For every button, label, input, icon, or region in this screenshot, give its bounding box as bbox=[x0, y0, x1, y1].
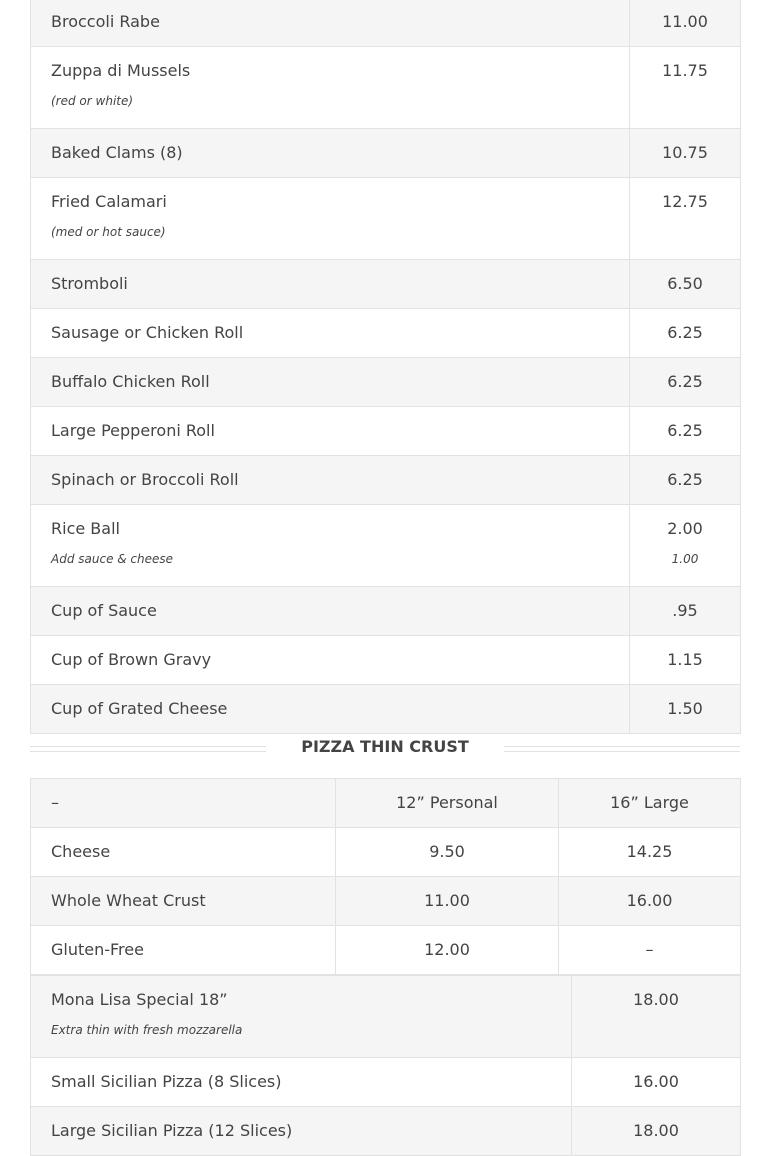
item-name: Cup of Brown Gravy bbox=[30, 635, 630, 685]
table-row: Buffalo Chicken Roll 6.25 bbox=[30, 357, 741, 407]
column-header: – bbox=[30, 778, 336, 828]
item-name: Whole Wheat Crust bbox=[30, 876, 336, 926]
table-row: Sausage or Chicken Roll 6.25 bbox=[30, 308, 741, 358]
item-price: 16.00 bbox=[558, 876, 741, 926]
pizza-size-table: – 12” Personal 16” Large Cheese 9.50 14.… bbox=[30, 778, 741, 975]
table-row: Large Sicilian Pizza (12 Slices) 18.00 bbox=[30, 1106, 741, 1156]
item-price-note: 1.00 bbox=[671, 552, 699, 566]
item-name: Baked Clams (8) bbox=[30, 128, 630, 178]
item-note: (med or hot sauce) bbox=[51, 225, 166, 239]
item-price: 12.00 bbox=[335, 925, 559, 975]
table-row: Mona Lisa Special 18” Extra thin with fre… bbox=[30, 975, 741, 1058]
item-name: Stromboli bbox=[30, 259, 630, 309]
item-name: Fried Calamari (med or hot sauce) bbox=[30, 177, 630, 260]
table-row: Cup of Sauce .95 bbox=[30, 586, 741, 636]
item-name: Large Sicilian Pizza (12 Slices) bbox=[30, 1106, 572, 1156]
item-name: Small Sicilian Pizza (8 Slices) bbox=[30, 1057, 572, 1107]
item-price: 12.75 bbox=[629, 177, 741, 260]
item-price: 11.75 bbox=[629, 46, 741, 129]
item-price: 18.00 bbox=[571, 975, 741, 1058]
item-price: 11.00 bbox=[629, 0, 741, 47]
section-heading: PIZZA THIN CRUST bbox=[30, 734, 740, 778]
table-row: Cup of Grated Cheese 1.50 bbox=[30, 684, 741, 734]
item-name: Zuppa di Mussels (red or white) bbox=[30, 46, 630, 129]
table-row: Rice Ball Add sauce & cheese 2.00 1.00 bbox=[30, 504, 741, 587]
item-note: Extra thin with fresh mozzarella bbox=[51, 1023, 243, 1037]
menu-content: Broccoli Rabe 11.00 Zuppa di Mussels (red… bbox=[30, 0, 741, 1156]
item-price: 14.25 bbox=[558, 827, 741, 877]
item-name: Sausage or Chicken Roll bbox=[30, 308, 630, 358]
divider bbox=[30, 746, 266, 752]
appetizers-table: Broccoli Rabe 11.00 Zuppa di Mussels (red… bbox=[30, 0, 741, 734]
column-header: 12” Personal bbox=[335, 778, 559, 828]
item-price: 6.25 bbox=[629, 308, 741, 358]
table-row: Cheese 9.50 14.25 bbox=[30, 827, 741, 877]
item-price: 1.15 bbox=[629, 635, 741, 685]
item-price: 6.25 bbox=[629, 357, 741, 407]
item-name: Large Pepperoni Roll bbox=[30, 406, 630, 456]
item-name: Spinach or Broccoli Roll bbox=[30, 455, 630, 505]
item-price: 16.00 bbox=[571, 1057, 741, 1107]
item-price: 11.00 bbox=[335, 876, 559, 926]
item-name: Rice Ball Add sauce & cheese bbox=[30, 504, 630, 587]
item-price: .95 bbox=[629, 586, 741, 636]
item-price: 6.50 bbox=[629, 259, 741, 309]
divider bbox=[504, 746, 740, 752]
table-row: Whole Wheat Crust 11.00 16.00 bbox=[30, 876, 741, 926]
item-name: Cup of Grated Cheese bbox=[30, 684, 630, 734]
item-price: 10.75 bbox=[629, 128, 741, 178]
table-row: Baked Clams (8) 10.75 bbox=[30, 128, 741, 178]
table-row: Cup of Brown Gravy 1.15 bbox=[30, 635, 741, 685]
item-price: 1.50 bbox=[629, 684, 741, 734]
table-row: Spinach or Broccoli Roll 6.25 bbox=[30, 455, 741, 505]
item-name: Broccoli Rabe bbox=[30, 0, 630, 47]
column-header: 16” Large bbox=[558, 778, 741, 828]
table-row: Zuppa di Mussels (red or white) 11.75 bbox=[30, 46, 741, 129]
table-row: Stromboli 6.50 bbox=[30, 259, 741, 309]
item-name: Buffalo Chicken Roll bbox=[30, 357, 630, 407]
section-title: PIZZA THIN CRUST bbox=[301, 737, 469, 756]
pizza-specials-table: Mona Lisa Special 18” Extra thin with fre… bbox=[30, 975, 741, 1156]
item-name: Mona Lisa Special 18” Extra thin with fre… bbox=[30, 975, 572, 1058]
item-price: 6.25 bbox=[629, 406, 741, 456]
table-row: Large Pepperoni Roll 6.25 bbox=[30, 406, 741, 456]
table-row: Gluten-Free 12.00 – bbox=[30, 925, 741, 975]
table-header-row: – 12” Personal 16” Large bbox=[30, 778, 741, 828]
item-note: (red or white) bbox=[51, 94, 134, 108]
item-note: Add sauce & cheese bbox=[51, 552, 174, 566]
item-price: 6.25 bbox=[629, 455, 741, 505]
table-row: Fried Calamari (med or hot sauce) 12.75 bbox=[30, 177, 741, 260]
item-name: Cup of Sauce bbox=[30, 586, 630, 636]
item-price: 18.00 bbox=[571, 1106, 741, 1156]
table-row: Small Sicilian Pizza (8 Slices) 16.00 bbox=[30, 1057, 741, 1107]
item-price: 9.50 bbox=[335, 827, 559, 877]
item-name: Gluten-Free bbox=[30, 925, 336, 975]
table-row: Broccoli Rabe 11.00 bbox=[30, 0, 741, 47]
item-price: 2.00 1.00 bbox=[629, 504, 741, 587]
item-price: – bbox=[558, 925, 741, 975]
item-name: Cheese bbox=[30, 827, 336, 877]
